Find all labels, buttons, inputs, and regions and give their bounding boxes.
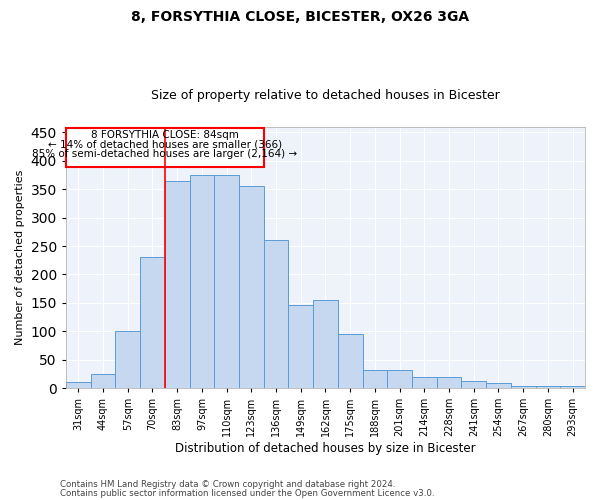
Text: 8, FORSYTHIA CLOSE, BICESTER, OX26 3GA: 8, FORSYTHIA CLOSE, BICESTER, OX26 3GA xyxy=(131,10,469,24)
Bar xyxy=(362,370,387,388)
FancyBboxPatch shape xyxy=(66,128,263,166)
Bar xyxy=(140,258,165,388)
Bar xyxy=(313,300,338,388)
Text: 85% of semi-detached houses are larger (2,164) →: 85% of semi-detached houses are larger (… xyxy=(32,149,298,159)
X-axis label: Distribution of detached houses by size in Bicester: Distribution of detached houses by size … xyxy=(175,442,476,455)
Bar xyxy=(91,374,115,388)
Bar xyxy=(190,175,214,388)
Bar xyxy=(560,386,585,388)
Bar xyxy=(66,382,91,388)
Text: 8 FORSYTHIA CLOSE: 84sqm: 8 FORSYTHIA CLOSE: 84sqm xyxy=(91,130,239,140)
Bar xyxy=(437,376,461,388)
Bar xyxy=(461,381,486,388)
Y-axis label: Number of detached properties: Number of detached properties xyxy=(15,170,25,345)
Bar xyxy=(412,376,437,388)
Bar xyxy=(511,386,536,388)
Bar xyxy=(165,180,190,388)
Text: Contains HM Land Registry data © Crown copyright and database right 2024.: Contains HM Land Registry data © Crown c… xyxy=(60,480,395,489)
Bar xyxy=(214,175,239,388)
Text: ← 14% of detached houses are smaller (366): ← 14% of detached houses are smaller (36… xyxy=(48,140,282,150)
Bar xyxy=(239,186,263,388)
Title: Size of property relative to detached houses in Bicester: Size of property relative to detached ho… xyxy=(151,89,500,102)
Bar xyxy=(536,386,560,388)
Text: Contains public sector information licensed under the Open Government Licence v3: Contains public sector information licen… xyxy=(60,489,434,498)
Bar xyxy=(387,370,412,388)
Bar xyxy=(289,304,313,388)
Bar xyxy=(115,331,140,388)
Bar xyxy=(338,334,362,388)
Bar xyxy=(486,384,511,388)
Bar xyxy=(263,240,289,388)
